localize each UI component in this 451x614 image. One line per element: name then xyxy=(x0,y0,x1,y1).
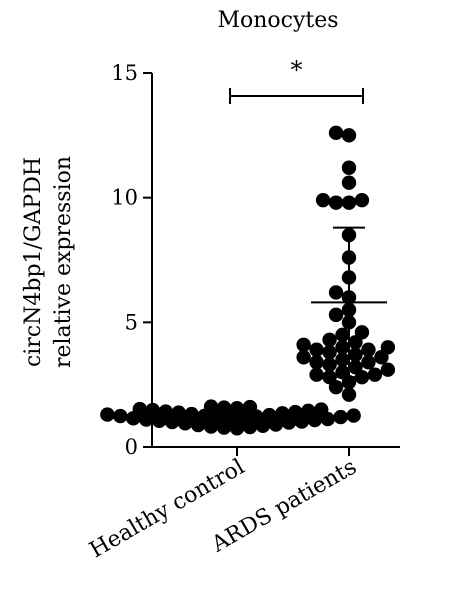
data-point xyxy=(367,367,383,382)
data-point xyxy=(203,399,219,414)
data-point xyxy=(296,350,311,365)
data-point xyxy=(348,347,363,362)
data-point xyxy=(361,342,376,357)
y-tick-label: 5 xyxy=(125,310,138,334)
significance-star: * xyxy=(291,56,303,84)
data-point xyxy=(288,404,303,420)
data-point xyxy=(322,357,337,372)
data-point xyxy=(328,125,344,141)
data-point xyxy=(380,362,396,377)
data-marks xyxy=(100,125,396,436)
data-point xyxy=(322,345,337,360)
data-point xyxy=(335,340,350,355)
y-axis-label-line: circN4bp1/GAPDH xyxy=(21,157,46,367)
data-point xyxy=(335,327,350,342)
y-tick-label: 10 xyxy=(111,186,138,210)
data-point xyxy=(341,195,357,210)
data-point xyxy=(341,160,357,175)
data-point xyxy=(341,175,357,190)
data-point xyxy=(145,402,160,418)
data-point xyxy=(100,407,115,422)
data-point xyxy=(341,128,357,143)
data-point xyxy=(335,365,350,380)
data-point xyxy=(309,355,324,370)
data-point xyxy=(113,408,128,424)
data-point xyxy=(216,400,232,415)
data-point xyxy=(335,352,350,367)
data-point xyxy=(341,387,357,402)
data-point xyxy=(314,402,329,417)
data-point xyxy=(348,360,363,375)
chart-title: Monocytes xyxy=(217,8,338,33)
data-point xyxy=(322,332,337,347)
data-point xyxy=(361,355,376,370)
data-point xyxy=(309,342,324,357)
data-point xyxy=(296,337,311,352)
data-point xyxy=(380,340,396,355)
y-axis-label-line: relative expression xyxy=(51,156,76,368)
data-point xyxy=(354,192,370,208)
data-point xyxy=(184,406,199,422)
y-tick-label: 15 xyxy=(111,61,138,85)
data-point xyxy=(171,405,186,420)
data-point xyxy=(328,195,344,210)
data-point xyxy=(354,325,370,340)
data-point xyxy=(242,399,258,415)
data-point xyxy=(132,401,147,417)
data-point xyxy=(158,404,173,419)
data-point xyxy=(328,285,344,300)
data-point xyxy=(315,192,331,208)
y-tick-label: 0 xyxy=(125,435,138,459)
data-point xyxy=(229,401,245,416)
data-point xyxy=(301,403,316,419)
data-point xyxy=(346,408,361,423)
data-point xyxy=(309,367,324,382)
y-axis-label: circN4bp1/GAPDH relative expression xyxy=(21,156,76,368)
data-point xyxy=(275,406,290,421)
data-point xyxy=(328,307,344,323)
significance-annotation: * xyxy=(229,56,364,104)
data-point xyxy=(322,369,337,385)
data-point xyxy=(333,409,348,425)
